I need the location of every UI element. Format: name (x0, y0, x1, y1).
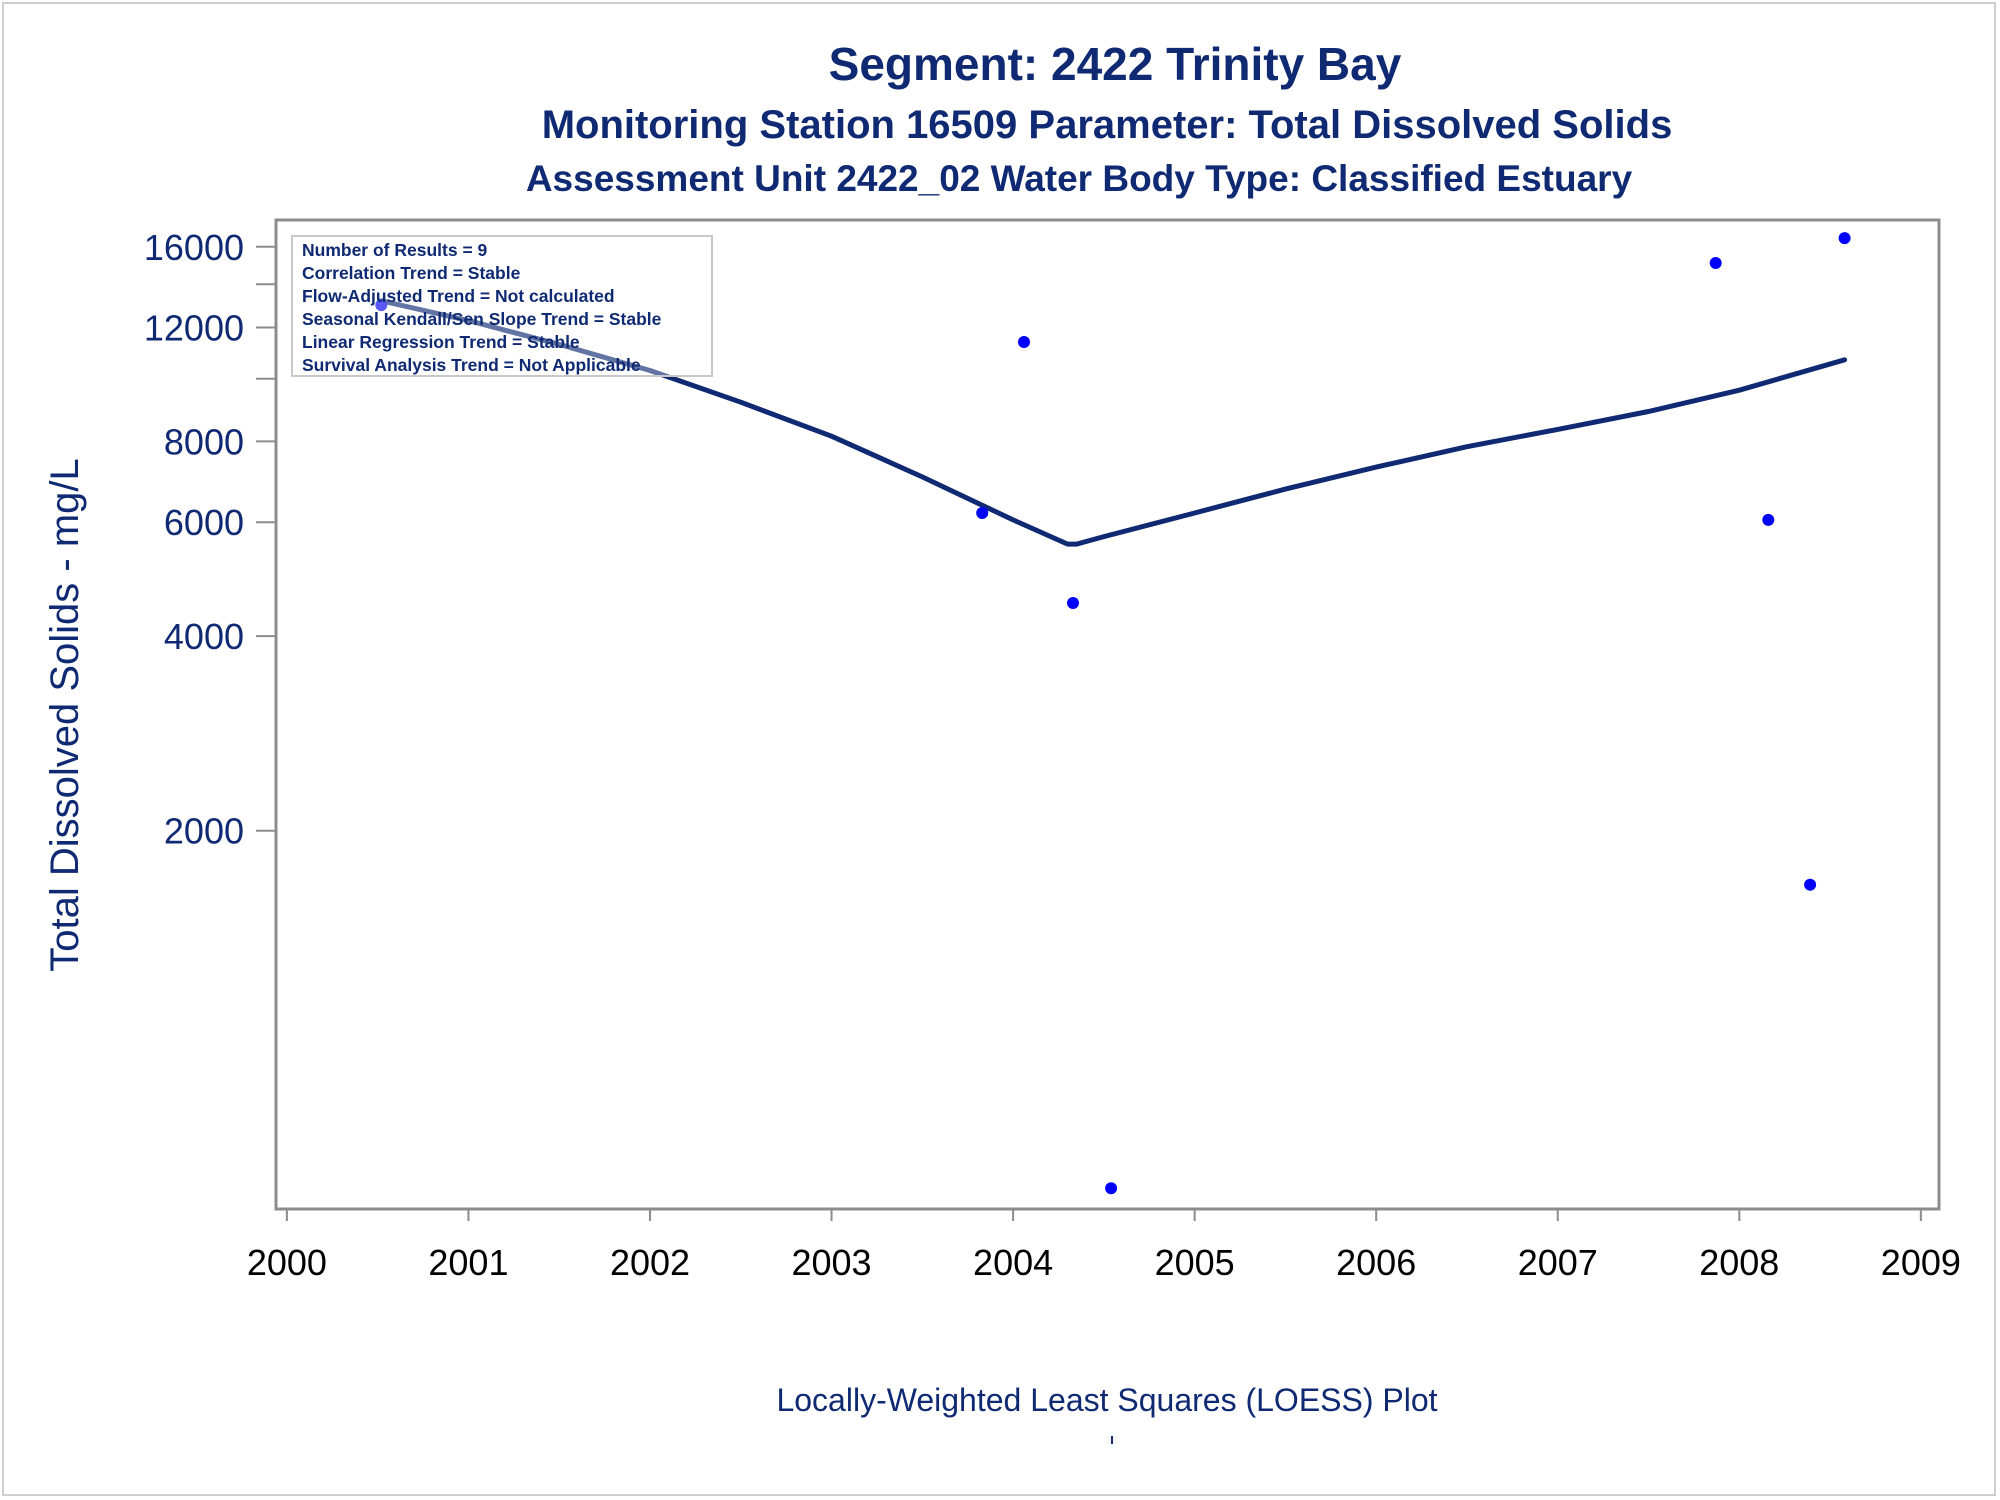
y-tick-label: 8000 (164, 421, 244, 462)
stats-line: Linear Regression Trend = Stable (302, 332, 580, 352)
data-point (375, 299, 388, 312)
data-point (1804, 878, 1817, 891)
stats-line: Seasonal Kendall/Sen Slope Trend = Stabl… (302, 309, 662, 329)
data-point (1018, 336, 1030, 348)
data-point (1762, 513, 1775, 526)
x-tick-label: 2009 (1881, 1242, 1961, 1283)
x-tick-label: 2003 (791, 1242, 871, 1283)
y-tick-label: 2000 (164, 811, 244, 852)
y-axis-label: Total Dissolved Solids - mg/L (43, 458, 87, 972)
x-tick-label: 2005 (1155, 1242, 1235, 1283)
x-tick-label: 2008 (1699, 1242, 1779, 1283)
chart-title: Segment: 2422 Trinity Bay (829, 38, 1402, 90)
y-tick-label: 4000 (164, 616, 244, 657)
y-axis: 2000 4000 6000 8000 12000 16000 (144, 227, 276, 852)
x-tick-label: 2006 (1336, 1242, 1416, 1283)
data-point (976, 507, 989, 519)
loess-series (378, 298, 1848, 547)
data-point (1709, 257, 1722, 269)
x-tick-label: 2004 (973, 1242, 1053, 1283)
stats-line: Correlation Trend = Stable (302, 263, 521, 283)
stats-lines: Number of Results = 9 Correlation Trend =… (302, 240, 662, 375)
data-point (1838, 232, 1851, 245)
loess-line (378, 298, 1848, 547)
x-tick-label: 2002 (610, 1242, 690, 1283)
x-axis: 2000 2001 2002 2003 2004 2005 2006 2007 2008 2009 (247, 1209, 1961, 1283)
plot-area (274, 218, 1941, 1211)
chart-subtitle-2: Assessment Unit 2422_02 Water Body Type:… (526, 158, 1633, 199)
x-tick-label: 2007 (1518, 1242, 1598, 1283)
data-point (1105, 1182, 1118, 1195)
footnote: Locally-Weighted Least Squares (LOESS) P… (776, 1382, 1437, 1418)
stats-box (291, 235, 713, 377)
y-tick-label: 6000 (164, 502, 244, 543)
data-point (1067, 597, 1079, 609)
stats-line: Number of Results = 9 (302, 240, 488, 260)
y-tick-label: 16000 (144, 227, 244, 268)
chart-subtitle: Monitoring Station 16509 Parameter: Tota… (542, 103, 1673, 147)
stats-line: Survival Analysis Trend = Not Applicable (302, 355, 641, 375)
x-tick-label: 2000 (247, 1242, 327, 1283)
stats-line: Flow-Adjusted Trend = Not calculated (302, 286, 615, 306)
scatter-series (375, 232, 1851, 1195)
y-tick-label: 12000 (144, 308, 244, 349)
x-tick-label: 2001 (428, 1242, 508, 1283)
